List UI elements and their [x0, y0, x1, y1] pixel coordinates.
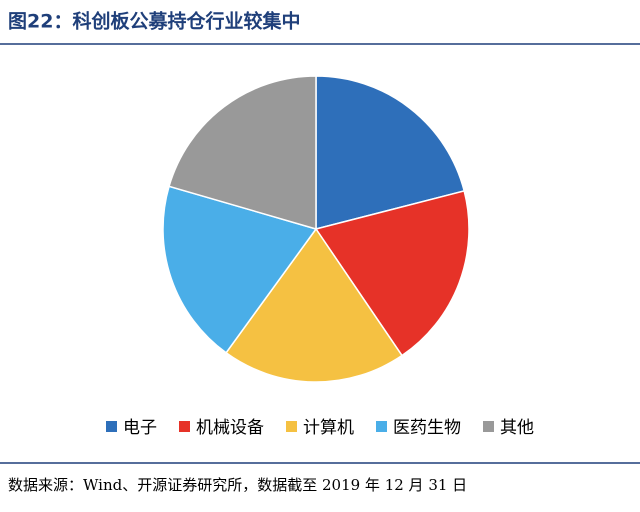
pie-slice: [162, 185, 318, 354]
legend-swatch: [483, 421, 494, 432]
legend-label: 医药生物: [393, 418, 461, 438]
legend-label: 计算机: [303, 418, 354, 438]
pie-slice: [225, 227, 404, 383]
legend-swatch: [376, 421, 387, 432]
chart-title: 图22：科创板公募持仓行业较集中: [8, 10, 300, 33]
legend-label: 其他: [500, 418, 534, 438]
source-note: 数据来源：Wind、开源证券研究所，数据截至 2019 年 12 月 31 日: [8, 476, 467, 494]
legend-swatch: [286, 421, 297, 432]
pie-slice: [315, 75, 466, 230]
legend-swatch: [106, 421, 117, 432]
pie-slice: [314, 190, 470, 357]
legend-label: 机械设备: [196, 418, 264, 438]
legend-label: 电子: [123, 418, 157, 438]
pie-slice: [168, 75, 317, 230]
legend-swatch: [179, 421, 190, 432]
